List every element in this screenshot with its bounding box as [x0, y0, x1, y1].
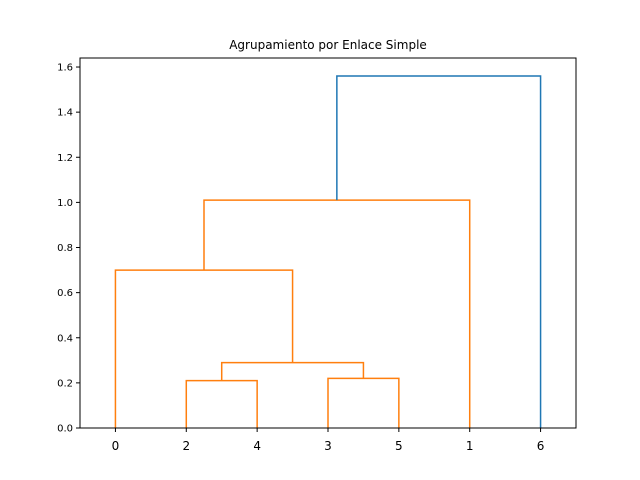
y-tick-label: 0.0 [57, 424, 73, 435]
y-tick-label: 1.2 [57, 153, 73, 164]
dendrogram-link [327, 377, 400, 428]
y-tick-label: 1.0 [57, 198, 73, 209]
y-tick-label: 0.8 [57, 243, 73, 254]
leaf-label: 5 [395, 439, 403, 453]
dendrogram-link [185, 379, 258, 428]
dendrogram-link [203, 199, 471, 428]
y-tick-label: 0.4 [57, 333, 73, 344]
dendrogram-link [336, 75, 542, 428]
y-tick-label: 0.6 [57, 288, 73, 299]
y-tick-label: 1.4 [57, 108, 73, 119]
leaf-label: 4 [253, 439, 261, 453]
leaf-label: 1 [466, 439, 474, 453]
leaf-label: 3 [324, 439, 332, 453]
y-tick-label: 0.2 [57, 378, 73, 389]
leaf-label: 6 [537, 439, 545, 453]
dendrogram-link [114, 269, 294, 428]
y-tick-label: 1.6 [57, 63, 73, 74]
plot-frame [79, 57, 577, 429]
leaf-label: 2 [182, 439, 190, 453]
leaf-label: 0 [112, 439, 120, 453]
y-axis: 0.0 0.2 0.4 0.6 0.8 1.0 1.2 1.4 1.6 [57, 63, 80, 435]
x-axis: 0 2 4 3 5 1 6 [112, 428, 545, 453]
chart-title: Agrupamiento por Enlace Simple [229, 38, 427, 52]
dendrogram-links [114, 75, 542, 428]
